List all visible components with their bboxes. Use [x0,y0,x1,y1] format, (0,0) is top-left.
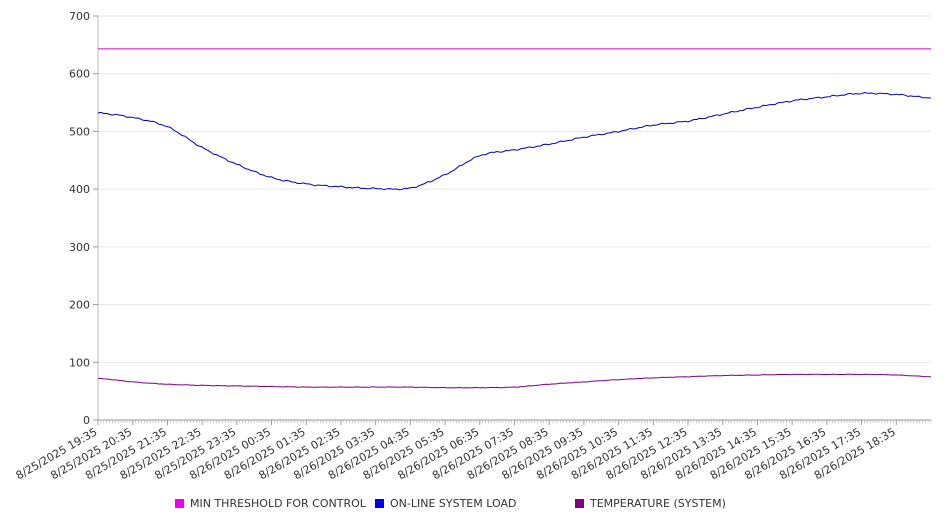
legend-swatch [575,499,584,508]
y-tick-label: 0 [83,414,90,427]
y-tick-label: 600 [69,68,90,81]
x-axis-ticks: 8/25/2025 19:358/25/2025 20:358/25/2025 … [14,420,932,482]
grid-lines [98,15,931,363]
y-tick-label: 100 [69,356,90,369]
legend-swatch [375,499,384,508]
legend: MIN THRESHOLD FOR CONTROL ON-LINE SYSTEM… [0,497,946,515]
y-tick-label: 500 [69,125,90,138]
legend-swatch [175,499,184,508]
series-line [98,373,931,389]
y-tick-label: 200 [69,299,90,312]
y-tick-label: 700 [69,10,90,23]
series-line [97,92,932,191]
legend-label: MIN THRESHOLD FOR CONTROL [190,497,366,510]
series-lines [97,48,932,389]
y-tick-label: 400 [69,183,90,196]
y-axis-ticks: 0 100 200 300 400 500 600 700 [69,10,98,427]
legend-item-system-load[interactable]: ON-LINE SYSTEM LOAD [375,497,516,510]
y-tick-label: 300 [69,241,90,254]
legend-item-min-threshold[interactable]: MIN THRESHOLD FOR CONTROL [175,497,366,510]
legend-label: TEMPERATURE (SYSTEM) [590,497,726,510]
legend-item-temperature[interactable]: TEMPERATURE (SYSTEM) [575,497,726,510]
axes [97,16,931,421]
legend-label: ON-LINE SYSTEM LOAD [390,497,517,510]
